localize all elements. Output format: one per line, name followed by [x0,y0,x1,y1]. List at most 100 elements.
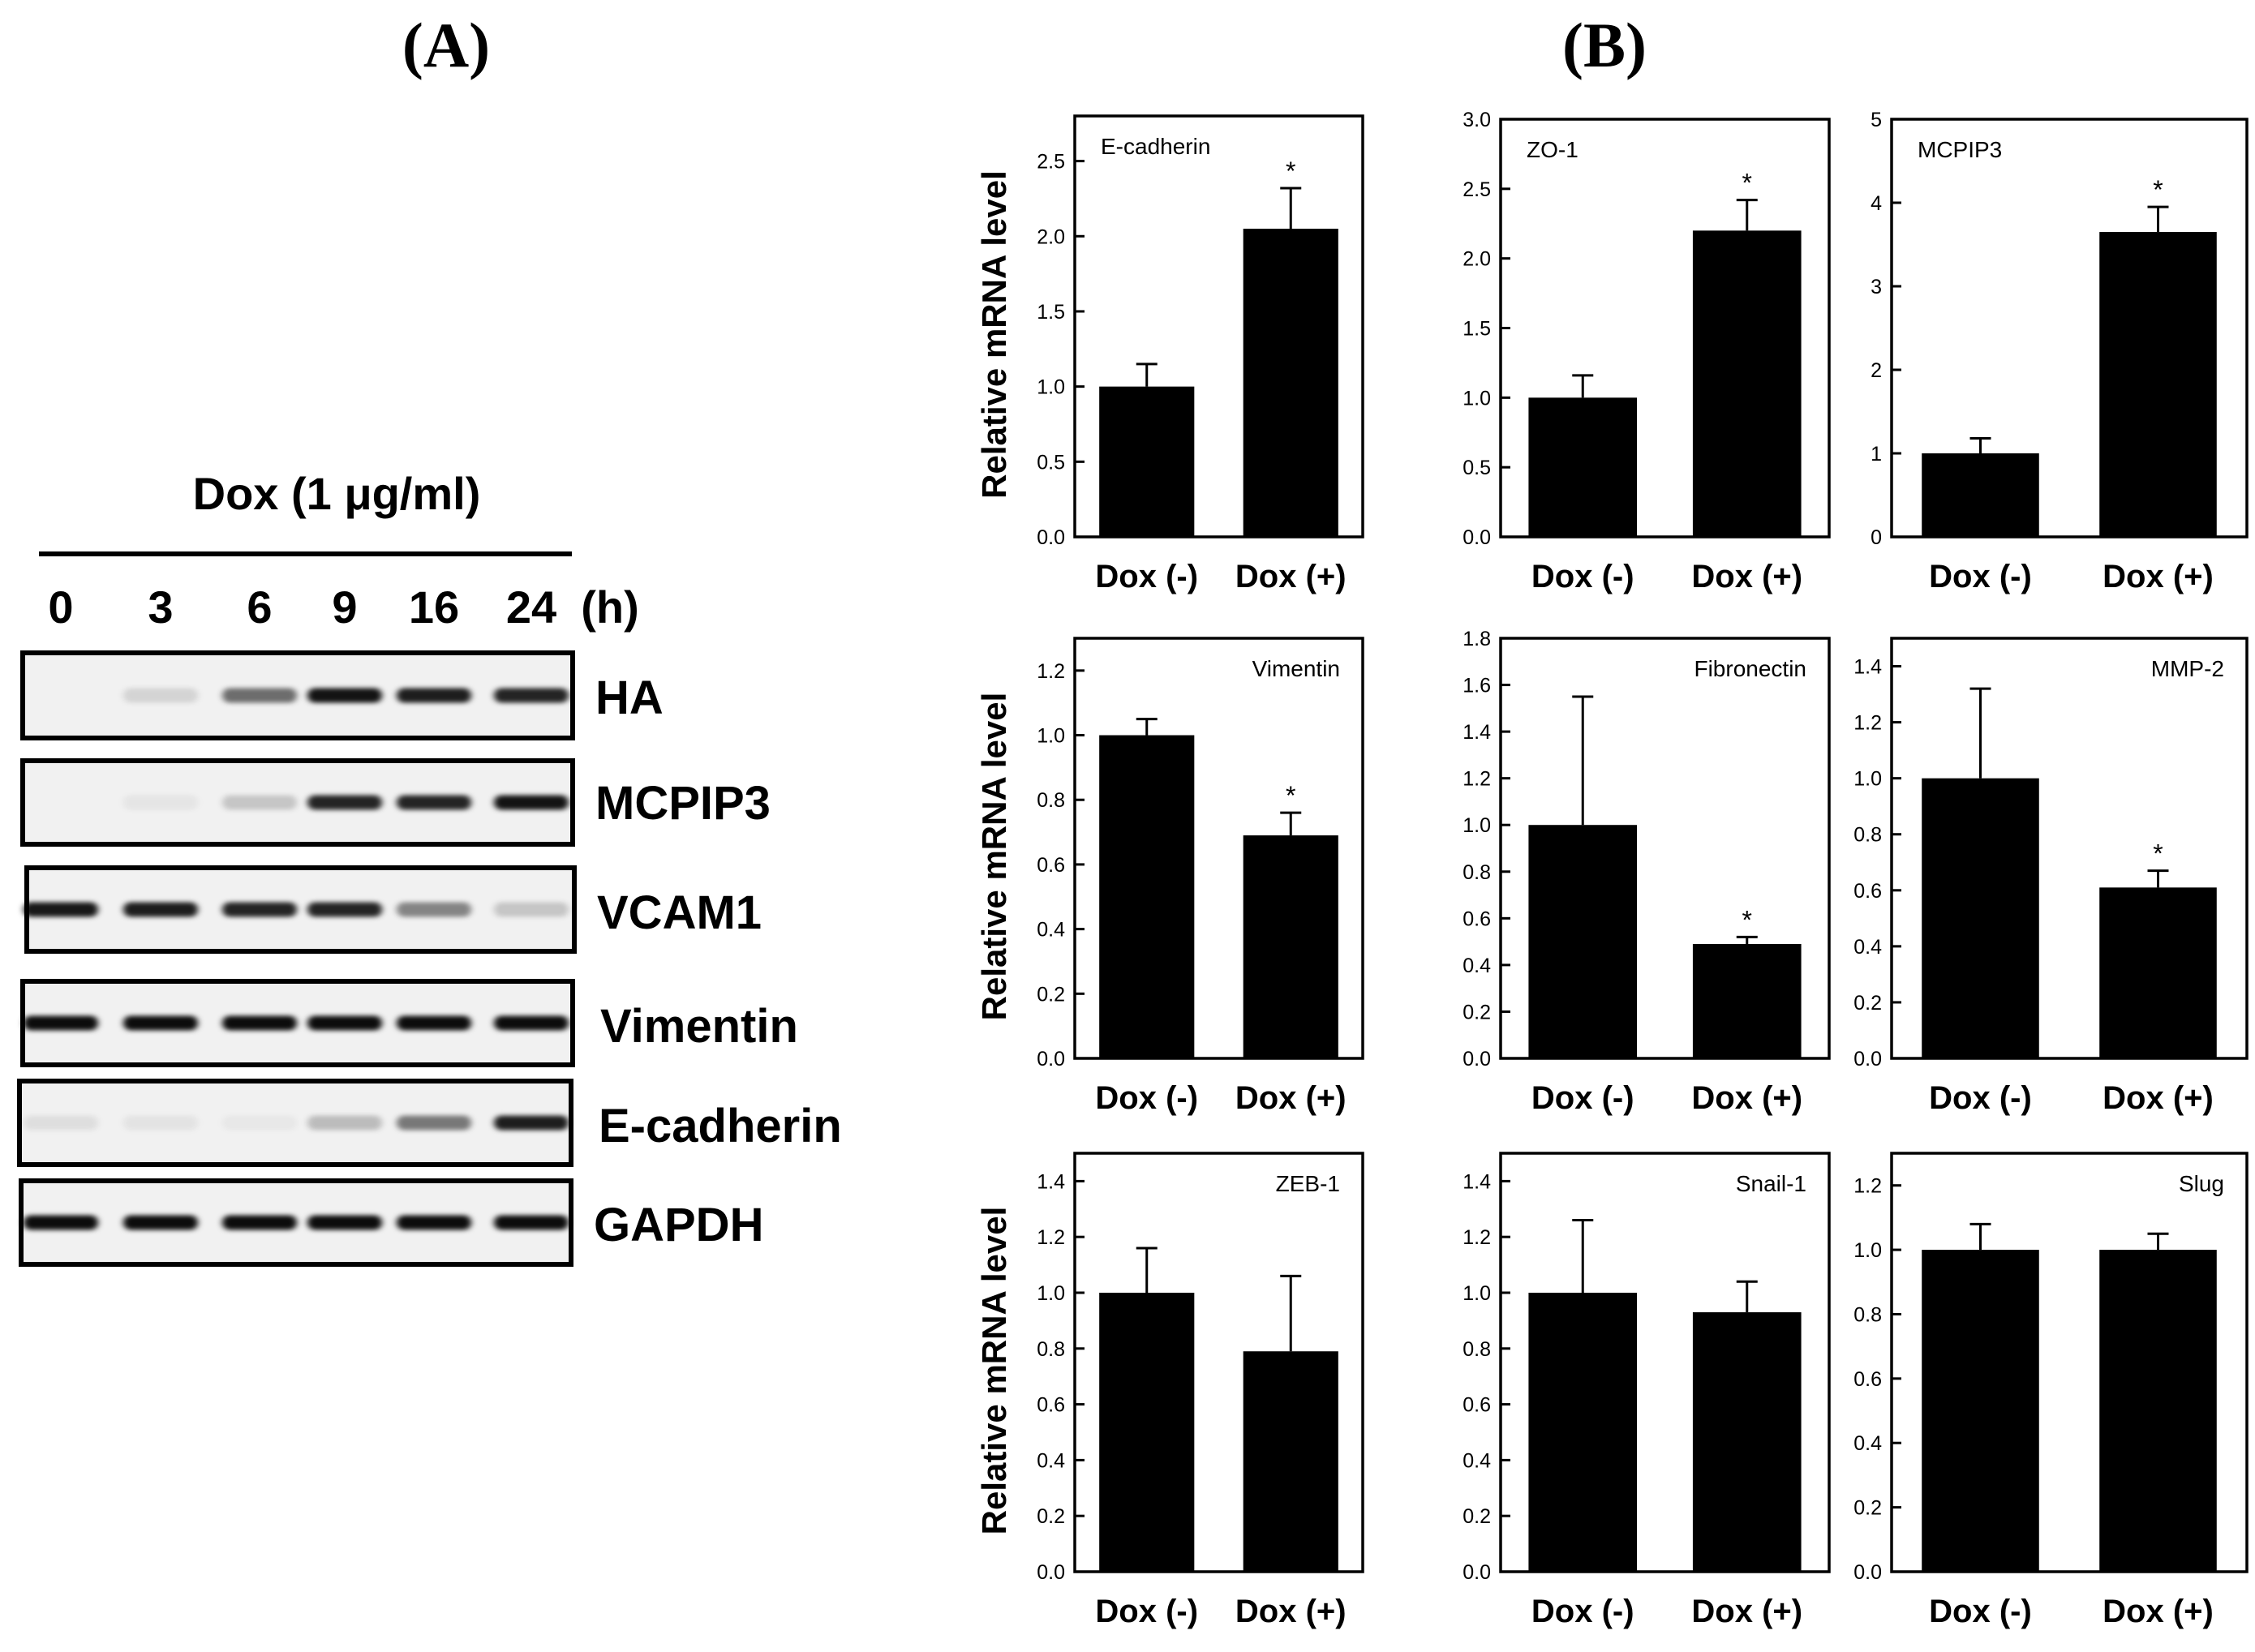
chart-title: MCPIP3 [1918,137,2002,162]
y-tick-label: 3 [1871,276,1882,298]
chart-snail-1: 0.0 0.2 0.4 0.6 0.8 1.0 1.2 1.4 Dox (-) Dox (+) Sn… [1463,1152,1831,1629]
y-tick-label: 0.0 [1853,1561,1882,1584]
blot-band [123,795,198,810]
chart-mmp-2: 0.0 0.2 0.4 0.6 0.8 1.0 1.2 1.4 Dox (-) * Dox (+) M… [1853,637,2249,1116]
y-tick-label: 1.0 [1853,768,1882,791]
significance-mark: * [1742,905,1752,934]
blot-band [24,1115,98,1131]
bar [1692,943,1802,1058]
timepoint-label: 6 [247,581,272,633]
blot-band [397,1015,471,1031]
chart-fibronectin: 0.0 0.2 0.4 0.6 0.8 1.0 1.2 1.4 1.6 1.8 Dox (-) * Do… [1463,628,1831,1116]
category-label: Dox (-) [1095,1080,1198,1116]
y-tick-label: 0.2 [1463,1505,1491,1528]
blot-label: E-cadherin [599,1100,842,1152]
y-tick-label: 0.8 [1463,861,1491,884]
blot-band [494,1015,569,1031]
y-tick-label: 1.4 [1853,656,1882,679]
category-label: Dox (-) [1095,1594,1198,1629]
blot-band [307,795,382,810]
blot-band [123,1015,198,1031]
blot-band [397,1115,471,1131]
chart-title: Snail-1 [1736,1171,1806,1196]
blot-band [494,1115,569,1131]
chart-title: Vimentin [1252,656,1340,681]
category-label: Dox (+) [1235,1594,1347,1629]
chart-slug: 0.0 0.2 0.4 0.6 0.8 1.0 1.2 Dox (-) Dox (+) Slug [1853,1152,2249,1629]
category-label: Dox (+) [1691,1594,1802,1629]
blot-band [123,1215,198,1230]
y-tick-label: 0.4 [1463,955,1491,977]
blot-frame [20,650,575,740]
blot-band [307,1215,382,1230]
y-tick-label: 0.8 [1463,1338,1491,1361]
y-tick-label: 0.4 [1037,1449,1065,1472]
y-tick-label: 2.0 [1463,248,1491,271]
blot-band [24,1215,98,1230]
chart-zo-1: 0.0 0.5 1.0 1.5 2.0 2.5 3.0 Dox (-) * Dox (+) ZO-1 [1463,109,1831,594]
bar [1922,1250,2039,1572]
chart-frame [1890,637,2249,1060]
y-tick-label: 1.0 [1463,387,1491,410]
y-tick-label: 0.5 [1037,451,1065,474]
blot-band [222,795,297,810]
category-label: Dox (+) [2103,1080,2214,1116]
blot-band [494,902,569,917]
y-tick-label: 0.6 [1853,880,1882,903]
bar [1528,825,1638,1058]
bar [1692,1312,1802,1572]
y-tick-label: 1.6 [1463,675,1491,697]
category-label: Dox (+) [2103,1594,2214,1629]
panel-a-label: (A) [402,10,490,80]
category-label: Dox (+) [1235,559,1347,594]
chart-title: ZO-1 [1527,137,1578,162]
y-tick-label: 0.4 [1463,1449,1491,1472]
y-tick-label: 0.2 [1037,1505,1065,1528]
bar [1692,230,1802,537]
blot-band [397,1215,471,1230]
y-tick-label: 0.2 [1463,1001,1491,1023]
bar [1099,1293,1195,1572]
chart-frame [1499,1152,1831,1573]
y-tick-label: 0.6 [1037,854,1065,877]
y-tick-label: 0.0 [1463,526,1491,549]
blot-frame [24,865,577,954]
chart-e-cadherin: 0.0 0.5 1.0 1.5 2.0 2.5 Dox (-) * Dox (+) E-cadhe… [975,114,1364,594]
bar [1528,1293,1638,1572]
category-label: Dox (+) [1691,1080,1802,1116]
y-tick-label: 1.2 [1853,1175,1882,1198]
y-tick-label: 1.0 [1037,725,1065,748]
y-tick-label: 2.5 [1037,151,1065,174]
blot-band [222,1215,297,1230]
chart-title: MMP-2 [2151,656,2224,681]
y-tick-label: 0.6 [1463,1394,1491,1417]
y-tick-label: 1.5 [1037,301,1065,324]
y-tick-label: 1 [1871,443,1882,466]
y-tick-label: 1.0 [1037,376,1065,399]
y-tick-label: 0.0 [1037,1561,1065,1584]
blot-band [222,1015,297,1031]
bar [2099,887,2217,1058]
y-tick-label: 5 [1871,109,1882,131]
blot-band [222,902,297,917]
y-tick-label: 0.5 [1463,457,1491,479]
y-tick-label: 0.6 [1853,1368,1882,1391]
chart-frame [1499,637,1831,1060]
category-label: Dox (-) [1929,1594,2032,1629]
chart-frame [1073,114,1364,539]
blot-vcam1: VCAM1 [24,865,762,954]
chart-title: Fibronectin [1694,656,1806,681]
blot-label: GAPDH [594,1199,763,1251]
y-axis-label: Relative mRNA level [975,693,1013,1021]
timepoint-label: 16 [409,581,459,633]
blot-vimentin: Vimentin [20,979,798,1067]
y-tick-label: 3.0 [1463,109,1491,131]
category-label: Dox (+) [2103,559,2214,594]
treatment-label: Dox (1 μg/ml) [193,468,481,519]
chart-frame [1890,118,2249,539]
blot-band [123,688,198,703]
blot-band [307,1115,382,1131]
blot-gapdh: GAPDH [19,1178,763,1267]
significance-mark: * [1286,157,1295,186]
